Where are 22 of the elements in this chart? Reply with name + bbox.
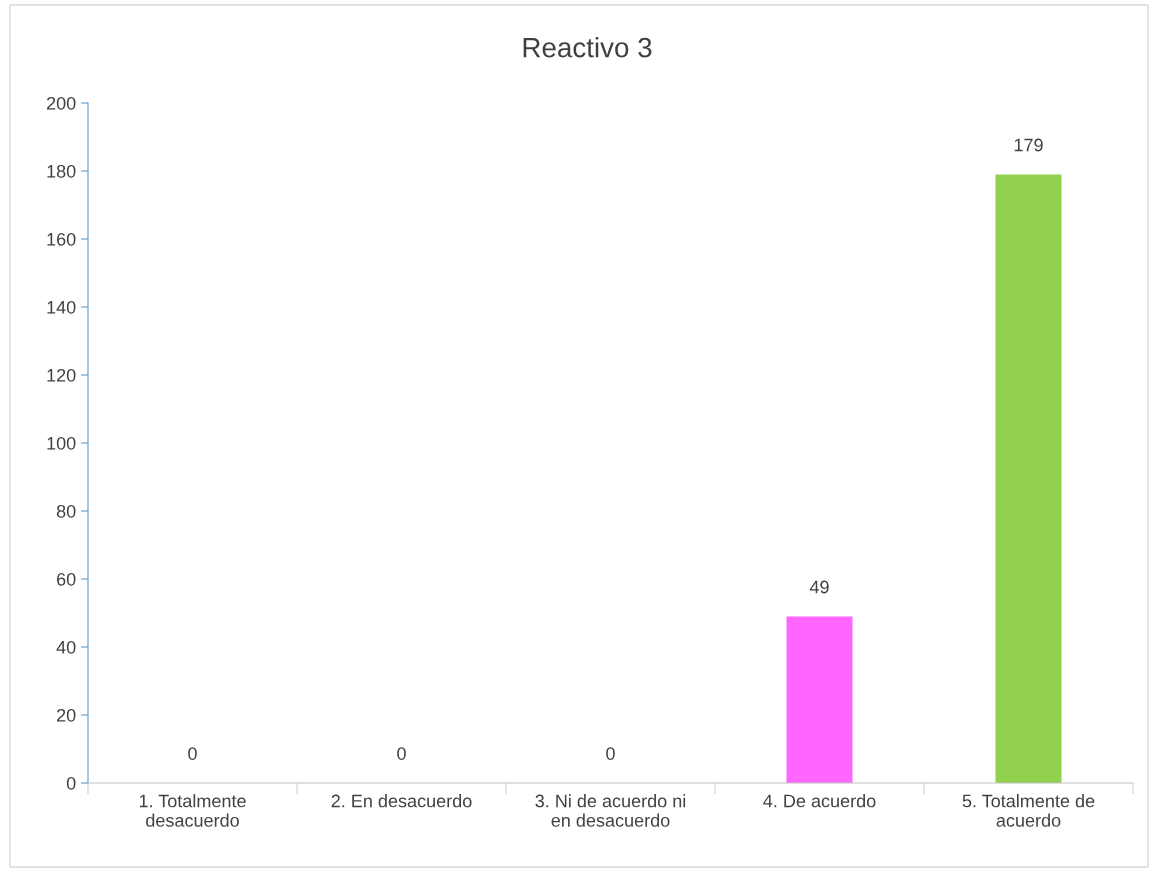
y-tick-label: 200 bbox=[46, 96, 76, 110]
data-label: 0 bbox=[397, 747, 406, 760]
x-tick-label: 5. Totalmente de acuerdo bbox=[962, 794, 1095, 827]
y-tick-label: 20 bbox=[57, 708, 76, 722]
data-label: 179 bbox=[1014, 138, 1043, 152]
y-tick-label: 160 bbox=[47, 232, 76, 246]
x-tick-label: 4. De acuerdo bbox=[763, 794, 876, 808]
x-tick-label: 2. En desacuerdo bbox=[331, 794, 472, 808]
chart-title: Reactivo 3 bbox=[523, 37, 652, 58]
y-tick-label: 140 bbox=[47, 300, 76, 314]
y-tick-label: 80 bbox=[56, 504, 76, 518]
y-tick-label: 60 bbox=[57, 572, 76, 586]
x-tick-label: 3. Ni de acuerdo ni en desacuerdo bbox=[535, 794, 686, 827]
y-tick-label: 120 bbox=[47, 368, 76, 382]
y-tick-label: 40 bbox=[56, 640, 76, 654]
data-label: 49 bbox=[809, 580, 829, 594]
y-tick-label: 0 bbox=[66, 776, 76, 790]
y-tick-label: 100 bbox=[47, 436, 76, 450]
data-label: 0 bbox=[606, 747, 615, 760]
y-tick-label: 180 bbox=[47, 164, 76, 178]
x-tick-label: 1. Totalmente desacuerdo bbox=[139, 794, 246, 827]
data-label: 0 bbox=[188, 747, 197, 760]
